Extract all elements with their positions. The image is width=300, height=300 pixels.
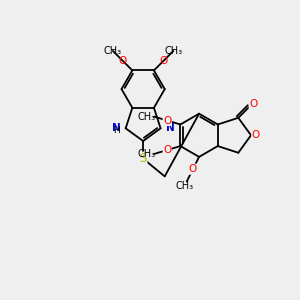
Text: N: N <box>112 123 121 133</box>
Text: O: O <box>189 164 197 174</box>
Text: O: O <box>160 56 168 66</box>
Text: CH₃: CH₃ <box>104 46 122 56</box>
Text: CH₃: CH₃ <box>176 182 194 191</box>
Text: O: O <box>252 130 260 140</box>
Text: O: O <box>163 145 171 155</box>
Text: S: S <box>140 152 147 165</box>
Text: CH₃: CH₃ <box>137 112 155 122</box>
Text: H: H <box>113 126 120 135</box>
Text: O: O <box>118 56 127 66</box>
Text: O: O <box>163 116 171 125</box>
Text: CH₃: CH₃ <box>137 149 155 159</box>
Text: CH₃: CH₃ <box>164 46 182 56</box>
Text: O: O <box>249 99 257 109</box>
Text: N: N <box>166 123 174 133</box>
